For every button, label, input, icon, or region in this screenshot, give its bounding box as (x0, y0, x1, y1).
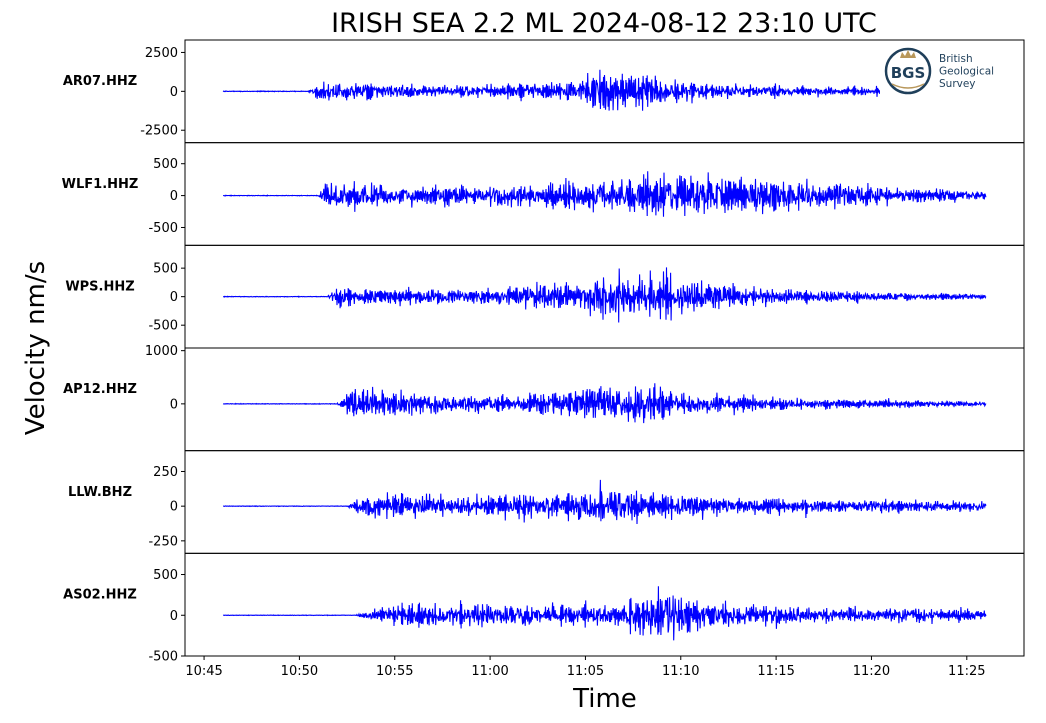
waveform-line (222, 586, 987, 641)
x-tick-label: 11:05 (567, 664, 604, 679)
waveform-line (223, 171, 987, 217)
x-tick-label: 11:15 (757, 664, 794, 679)
y-tick-label: -250 (148, 534, 178, 549)
x-axis: 10:45 10:50 10:55 11:00 11:05 11:10 11:15 11:20… (185, 656, 986, 679)
y-tick-label: 0 (170, 290, 178, 305)
panel-as02-hhz: 500 0 -500 AS02.HHZ (63, 552, 1025, 665)
logo-label: BGS (891, 64, 926, 82)
y-tick-label: 0 (170, 85, 178, 100)
panel-llw-bhz: 250 0 -250 LLW.BHZ (68, 450, 1025, 554)
logo-ring (884, 47, 932, 95)
waveform-line (222, 383, 987, 424)
x-tick-label: 11:20 (853, 664, 890, 679)
waveform-line (222, 69, 987, 111)
crown-icon (900, 50, 916, 58)
y-tick-label: 0 (170, 609, 178, 624)
panel-frame (184, 552, 1025, 657)
panel-wps-hhz: 500 0 -500 WPS.HHZ (65, 244, 1025, 349)
y-tick-label: 1000 (145, 344, 178, 359)
waveform-line (222, 267, 987, 323)
y-tick-label: 500 (153, 262, 178, 277)
waveform-line (222, 479, 987, 525)
logo-text: Geological (939, 66, 994, 78)
x-tick-label: 11:25 (948, 664, 985, 679)
y-tick-label: -500 (148, 319, 178, 334)
y-tick-label: 500 (153, 568, 178, 583)
x-tick-label: 11:00 (471, 664, 508, 679)
x-axis-label: Time (572, 684, 637, 714)
x-tick-label: 10:45 (185, 664, 222, 679)
x-tick-label: 10:55 (376, 664, 413, 679)
panel-ap12-hhz: 1000 0 AP12.HHZ (63, 344, 1025, 452)
y-axis-label: Velocity nm/s (21, 261, 51, 435)
y-tick-label: -500 (148, 221, 178, 236)
channel-label: LLW.BHZ (68, 485, 132, 500)
channel-panels: 25000-2500AR07.HHZ5000-500WLF1.HHZ5000-5… (62, 39, 1025, 665)
logo-text: British (939, 53, 973, 65)
logo-swoosh (891, 83, 925, 89)
y-tick-label: 500 (153, 157, 178, 172)
x-tick-label: 10:50 (281, 664, 318, 679)
chart-title: IRISH SEA 2.2 ML 2024-08-12 23:10 UTC (331, 8, 877, 39)
y-tick-label: -2500 (140, 124, 178, 139)
y-tick-label: -500 (148, 650, 178, 665)
channel-label: AP12.HHZ (63, 382, 137, 397)
channel-label: AR07.HHZ (63, 74, 137, 89)
channel-label: WLF1.HHZ (62, 177, 139, 192)
y-tick-label: 0 (170, 397, 178, 412)
channel-label: WPS.HHZ (65, 280, 134, 295)
logo-text: Survey (939, 78, 976, 90)
y-tick-label: 0 (170, 500, 178, 515)
x-tick-label: 11:10 (662, 664, 699, 679)
panel-wlf1-hhz: 500 0 -500 WLF1.HHZ (62, 142, 1025, 246)
channel-label: AS02.HHZ (63, 588, 137, 603)
y-tick-label: 250 (153, 465, 178, 480)
panel-ar07-hhz: 2500 0 -2500 AR07.HHZ (63, 39, 1025, 144)
y-tick-label: 0 (170, 189, 178, 204)
y-tick-label: 2500 (145, 46, 178, 61)
